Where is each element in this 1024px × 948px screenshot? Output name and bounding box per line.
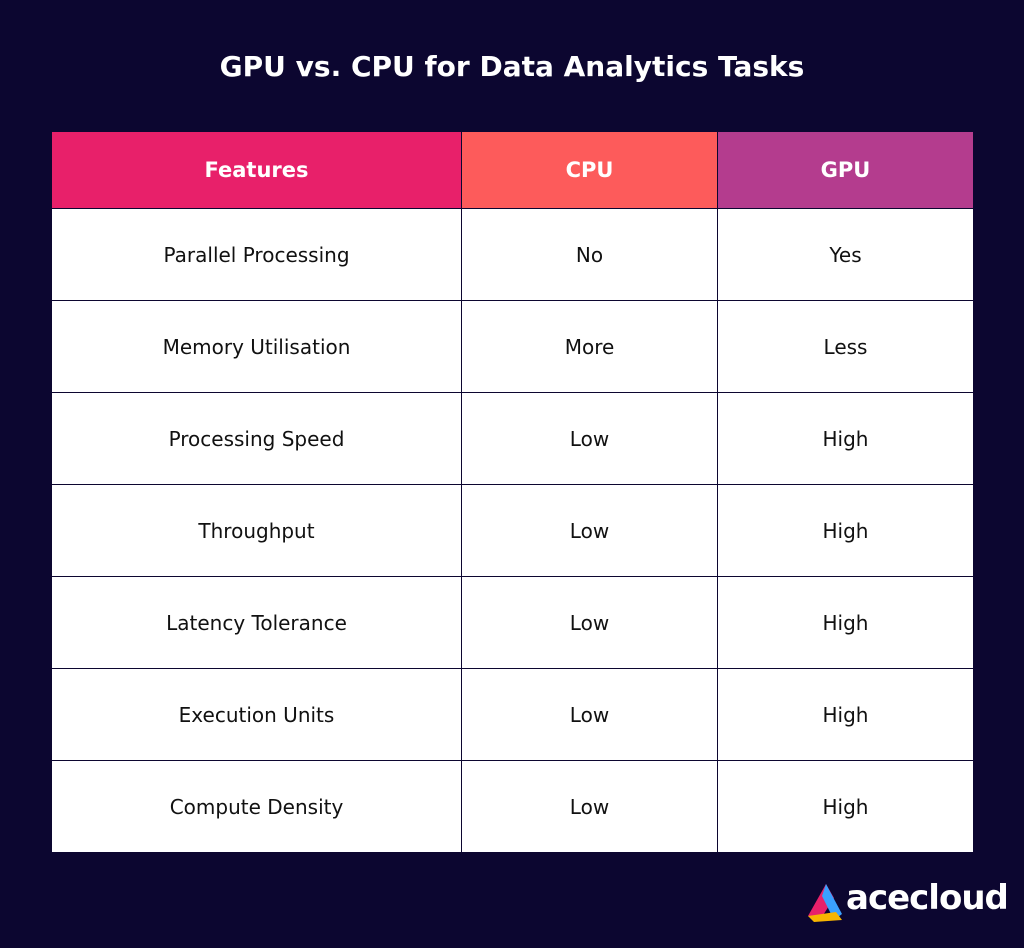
- table-header: Features CPU GPU: [51, 131, 974, 209]
- table-cell: Throughput: [51, 484, 462, 577]
- table-row: Memory Utilisation More Less: [51, 300, 974, 393]
- comparison-table: Features CPU GPU Parallel Processing No Yes M…: [51, 131, 974, 853]
- column-header: CPU: [461, 131, 718, 209]
- table-cell: High: [717, 576, 974, 669]
- table-cell: High: [717, 760, 974, 853]
- table-row: Parallel Processing No Yes: [51, 208, 974, 301]
- table-row: Compute Density Low High: [51, 760, 974, 853]
- table-row: Throughput Low High: [51, 484, 974, 577]
- header-row: Features CPU GPU: [51, 131, 974, 209]
- table-cell: Low: [461, 392, 718, 485]
- logo-shape: [822, 884, 842, 920]
- logo-shape: [808, 912, 842, 922]
- table-row: Execution Units Low High: [51, 668, 974, 761]
- table-cell: Yes: [717, 208, 974, 301]
- table-cell: Latency Tolerance: [51, 576, 462, 669]
- table-cell: High: [717, 668, 974, 761]
- table-row: Processing Speed Low High: [51, 392, 974, 485]
- table-cell: Memory Utilisation: [51, 300, 462, 393]
- table-cell: More: [461, 300, 718, 393]
- page-title: GPU vs. CPU for Data Analytics Tasks: [219, 50, 805, 83]
- column-header: GPU: [717, 131, 974, 209]
- table-cell: No: [461, 208, 718, 301]
- table-row: Latency Tolerance Low High: [51, 576, 974, 669]
- table-cell: Low: [461, 484, 718, 577]
- table-body: Parallel Processing No Yes Memory Utilisati…: [51, 208, 974, 853]
- table-cell: High: [717, 484, 974, 577]
- table-cell: Less: [717, 300, 974, 393]
- logo-text: acecloud: [846, 878, 1009, 918]
- table-cell: Execution Units: [51, 668, 462, 761]
- table-cell: Low: [461, 760, 718, 853]
- table-cell: High: [717, 392, 974, 485]
- column-header: Features: [51, 131, 462, 209]
- table-cell: Processing Speed: [51, 392, 462, 485]
- table-cell: Compute Density: [51, 760, 462, 853]
- logo-icon: [808, 884, 842, 922]
- table-cell: Low: [461, 668, 718, 761]
- table-cell: Low: [461, 576, 718, 669]
- table-cell: Parallel Processing: [51, 208, 462, 301]
